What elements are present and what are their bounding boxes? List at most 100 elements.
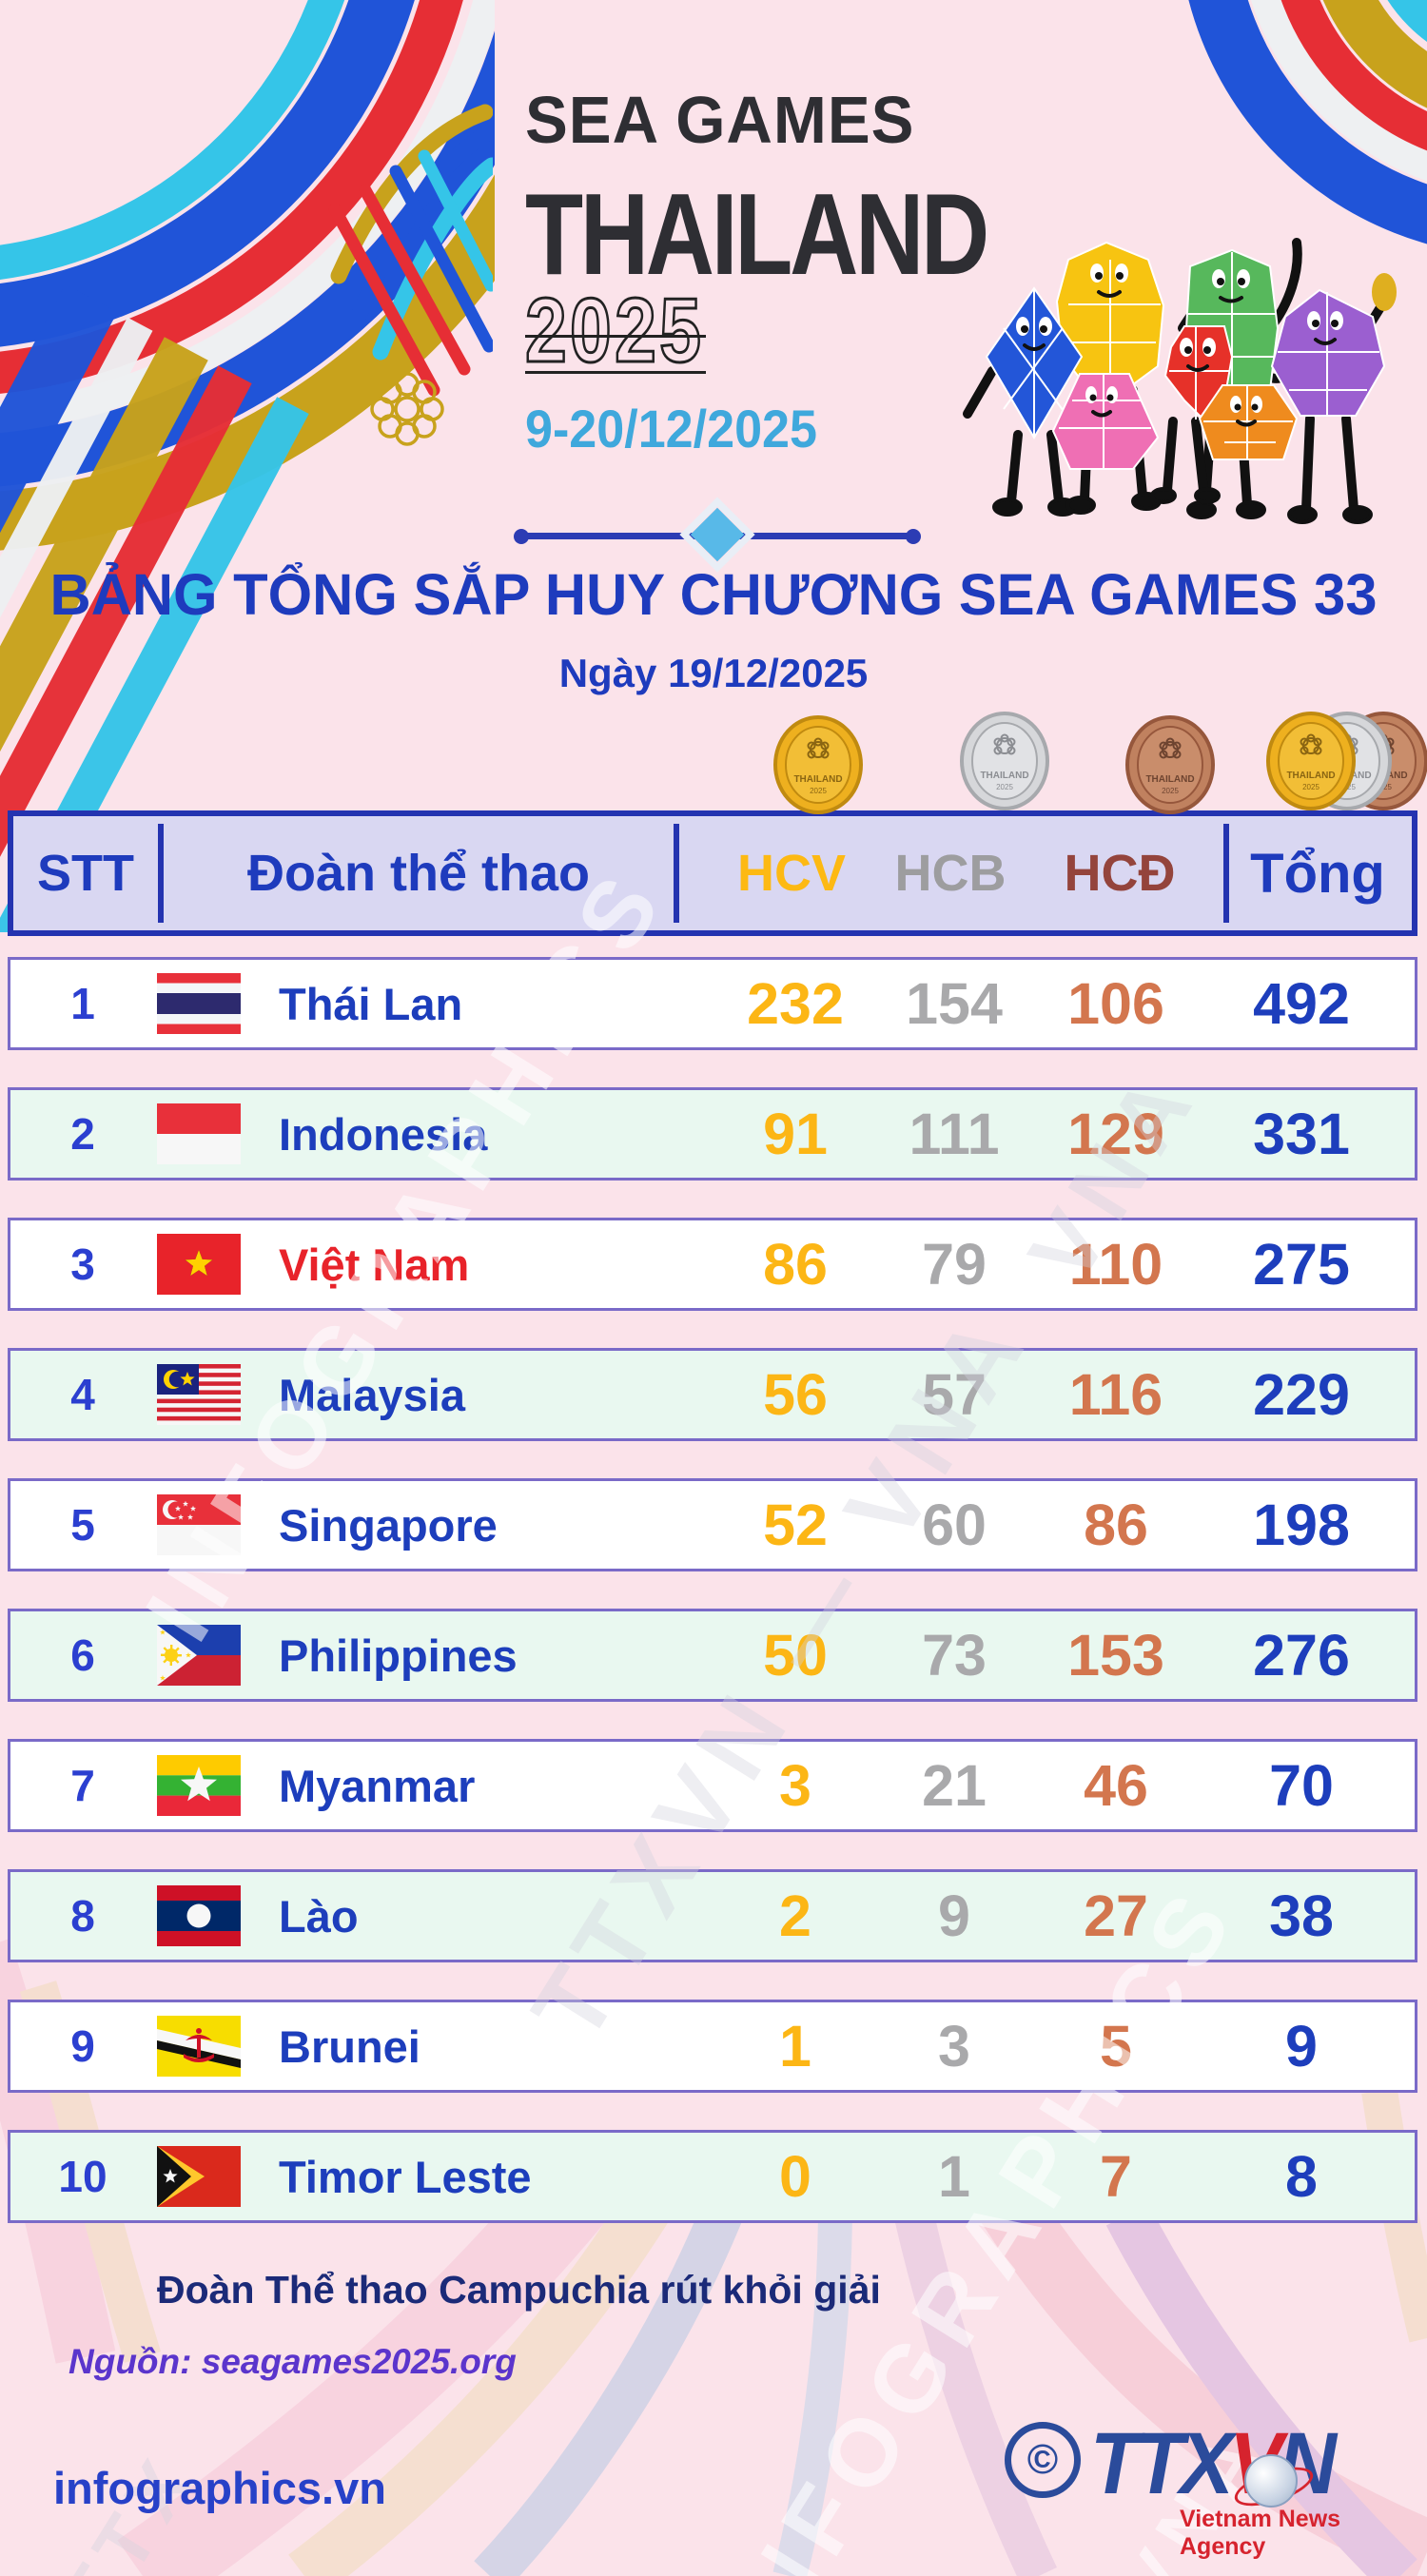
silver-count-cell: 9 xyxy=(938,1883,970,1948)
total-count-cell: 276 xyxy=(1253,1623,1350,1688)
bronze-count-cell: 116 xyxy=(1068,1362,1163,1427)
gold-count-cell: 50 xyxy=(763,1623,828,1688)
flag-laos-icon xyxy=(155,1872,243,1960)
rank-cell: 2 xyxy=(70,1109,95,1159)
svg-text:THAILAND: THAILAND xyxy=(1145,774,1194,785)
agency-full-name: Vietnam News Agency xyxy=(1180,2506,1341,2560)
mascots xyxy=(947,214,1413,542)
withdrawal-note: Đoàn Thể thao Campuchia rút khỏi giải xyxy=(157,2268,881,2312)
flag-vietnam-icon xyxy=(155,1220,243,1308)
bronze-count-cell: 110 xyxy=(1068,1232,1163,1297)
table-row: 5 Singapore 52 60 86 198 xyxy=(8,1478,1417,1571)
svg-text:2025: 2025 xyxy=(1302,783,1319,791)
team-name-cell: Việt Nam xyxy=(279,1239,470,1290)
page-title: BẢNG TỔNG SẮP HUY CHƯƠNG SEA GAMES 33 xyxy=(49,562,1378,627)
rank-cell: 8 xyxy=(70,1891,95,1941)
team-name-cell: Indonesia xyxy=(279,1108,488,1160)
team-name-cell: Lào xyxy=(279,1890,359,1942)
team-name-cell: Timor Leste xyxy=(279,2151,532,2202)
bronze-count-cell: 5 xyxy=(1100,2014,1132,2078)
flag-timor_leste-icon xyxy=(155,2133,243,2220)
event-name: SEA GAMES xyxy=(525,83,915,157)
total-count-cell: 70 xyxy=(1269,1753,1334,1818)
total-count-cell: 331 xyxy=(1253,1102,1350,1166)
bronze-count-cell: 27 xyxy=(1084,1883,1148,1948)
year-strike-line xyxy=(525,335,706,338)
team-name-cell: Brunei xyxy=(279,2020,420,2072)
rank-cell: 6 xyxy=(70,1630,95,1680)
rank-cell: 1 xyxy=(70,979,95,1028)
total-count-cell: 229 xyxy=(1253,1362,1350,1427)
divider-dot xyxy=(514,529,529,544)
copyright-icon: © xyxy=(1005,2422,1081,2498)
rank-cell: 5 xyxy=(70,1500,95,1550)
svg-text:2025: 2025 xyxy=(996,783,1013,791)
table-row: 7 Myanmar 3 21 46 70 xyxy=(8,1739,1417,1832)
table-row: 1 Thái Lan 232 154 106 492 xyxy=(8,957,1417,1050)
gold-count-cell: 0 xyxy=(779,2144,811,2209)
source-credit: Nguồn: seagames2025.org xyxy=(68,2342,517,2381)
rank-cell: 9 xyxy=(70,2021,95,2071)
table-row: 8 Lào 2 9 27 38 xyxy=(8,1869,1417,1962)
rank-cell: 3 xyxy=(70,1239,95,1289)
bronze-count-cell: 153 xyxy=(1067,1623,1164,1688)
rank-cell: 7 xyxy=(70,1761,95,1810)
svg-text:2025: 2025 xyxy=(1162,787,1179,795)
flag-brunei-icon xyxy=(155,2002,243,2090)
table-row: 4 Malaysia 56 57 116 229 xyxy=(8,1348,1417,1441)
flag-myanmar-icon xyxy=(155,1742,243,1829)
gold-count-cell: 3 xyxy=(779,1753,811,1818)
svg-text:THAILAND: THAILAND xyxy=(1286,771,1335,781)
gold-count-cell: 86 xyxy=(763,1232,828,1297)
column-header-team: Đoàn thể thao xyxy=(247,845,590,902)
silver-count-cell: 154 xyxy=(906,971,1003,1036)
rank-cell: 4 xyxy=(70,1370,95,1419)
gold-count-cell: 56 xyxy=(763,1362,828,1427)
flag-singapore-icon xyxy=(155,1481,243,1569)
host-name: THAILAND xyxy=(525,169,989,299)
bronze-count-cell: 7 xyxy=(1100,2144,1132,2209)
silver-medal-icon: THAILAND 2025 xyxy=(959,712,1050,810)
team-name-cell: Malaysia xyxy=(279,1369,465,1420)
silver-count-cell: 57 xyxy=(922,1362,987,1427)
column-header-total: Tổng xyxy=(1250,842,1385,905)
event-year: 2025 xyxy=(524,280,705,381)
flag-malaysia-icon xyxy=(155,1351,243,1438)
rank-cell: 10 xyxy=(58,2152,108,2201)
copyright-symbol: © xyxy=(1026,2436,1059,2483)
gold-count-cell: 232 xyxy=(747,971,844,1036)
silver-count-cell: 73 xyxy=(922,1623,987,1688)
total-count-cell: 198 xyxy=(1253,1493,1350,1557)
ttxvn-logo-part: TTX xyxy=(1090,2415,1234,2512)
table-row: 3 Việt Nam 86 79 110 275 xyxy=(8,1218,1417,1311)
table-row: 2 Indonesia 91 111 129 331 xyxy=(8,1087,1417,1181)
silver-count-cell: 3 xyxy=(938,2014,970,2078)
bronze-count-cell: 86 xyxy=(1084,1493,1148,1557)
gold-count-cell: 52 xyxy=(763,1493,828,1557)
svg-text:THAILAND: THAILAND xyxy=(793,774,842,785)
total-count-cell: 492 xyxy=(1253,971,1350,1036)
table-header: STT Đoàn thể thao HCV HCB HCĐ Tổng xyxy=(8,810,1417,936)
site-credit: infographics.vn xyxy=(53,2463,386,2513)
silver-count-cell: 79 xyxy=(922,1232,987,1297)
bronze-medal-icon: THAILAND 2025 xyxy=(1124,715,1216,814)
divider-dot xyxy=(906,529,921,544)
gold-count-cell: 1 xyxy=(779,2014,811,2078)
total-count-cell: 275 xyxy=(1253,1232,1350,1297)
ttxvn-logo: TTXVN xyxy=(1090,2414,1337,2514)
table-row: 9 Brunei 1 3 5 9 xyxy=(8,2000,1417,2093)
svg-text:THAILAND: THAILAND xyxy=(980,771,1028,781)
flag-philippines-icon xyxy=(155,1611,243,1699)
header-divider xyxy=(1223,824,1229,923)
lotus-flower-icon xyxy=(370,372,444,446)
total-count-cell: 38 xyxy=(1269,1883,1334,1948)
total-count-cell: 9 xyxy=(1285,2014,1318,2078)
bronze-count-cell: 129 xyxy=(1067,1102,1164,1166)
bronze-count-cell: 106 xyxy=(1067,971,1164,1036)
team-name-cell: Singapore xyxy=(279,1499,498,1551)
event-dates: 9-20/12/2025 xyxy=(525,399,817,459)
gold-count-cell: 91 xyxy=(763,1102,828,1166)
year-strike-line xyxy=(525,371,706,374)
team-name-cell: Thái Lan xyxy=(279,978,463,1029)
